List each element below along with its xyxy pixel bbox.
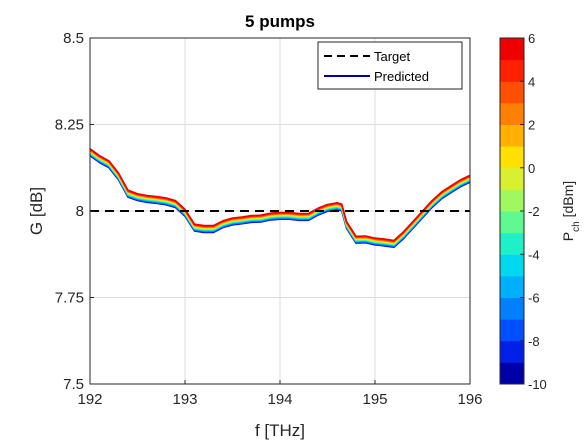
colorbar-segment bbox=[500, 319, 524, 342]
x-tick-label: 194 bbox=[267, 391, 292, 408]
colorbar-segment bbox=[500, 340, 524, 363]
colorbar-segment bbox=[500, 59, 524, 82]
x-tick-label: 192 bbox=[77, 391, 102, 408]
colorbar-segment bbox=[500, 189, 524, 212]
colorbar-segment bbox=[500, 146, 524, 169]
colorbar-tick-label: -10 bbox=[528, 377, 547, 392]
colorbar-tick-label: 4 bbox=[528, 74, 535, 89]
colorbar-segment bbox=[500, 81, 524, 104]
y-tick-label: 7.75 bbox=[55, 290, 84, 307]
colorbar-segment bbox=[500, 297, 524, 320]
y-tick-label: 8.5 bbox=[63, 30, 84, 47]
colorbar-tick-label: 0 bbox=[528, 161, 535, 176]
colorbar-segment bbox=[500, 362, 524, 385]
predicted-curve bbox=[89, 148, 471, 242]
colorbar-tick-label: -8 bbox=[528, 334, 540, 349]
y-tick-label: 8.25 bbox=[55, 117, 84, 134]
colorbar-segment bbox=[500, 232, 524, 255]
y-tick-label: 8 bbox=[76, 203, 84, 220]
colorbar-segment bbox=[500, 275, 524, 298]
colorbar-ticks: -10 -8 -6 -4 -2 0 2 4 6 bbox=[520, 31, 547, 392]
chart-title: 5 pumps bbox=[245, 12, 315, 31]
x-ticks: 192 193 194 195 196 bbox=[77, 380, 483, 408]
x-tick-label: 196 bbox=[457, 391, 482, 408]
colorbar-segment bbox=[500, 124, 524, 147]
legend-predicted-label: Predicted bbox=[374, 69, 429, 84]
colorbar-segment bbox=[500, 211, 524, 234]
x-tick-label: 195 bbox=[362, 391, 387, 408]
colorbar-label-unit: [dBm] bbox=[560, 181, 576, 221]
y-axis-label: G [dB] bbox=[27, 187, 46, 235]
x-tick-label: 193 bbox=[172, 391, 197, 408]
colorbar-tick-label: 2 bbox=[528, 118, 535, 133]
colorbar bbox=[500, 38, 524, 385]
legend-box bbox=[317, 41, 463, 90]
colorbar-segment bbox=[500, 167, 524, 190]
colorbar-label: Pch [dBm] bbox=[560, 181, 582, 241]
y-ticks: 7.5 7.75 8 8.25 8.5 bbox=[55, 30, 94, 393]
colorbar-tick-label: -2 bbox=[528, 204, 540, 219]
y-tick-label: 7.5 bbox=[63, 376, 84, 393]
colorbar-segment bbox=[500, 102, 524, 125]
legend: Target Predicted bbox=[317, 41, 463, 90]
colorbar-tick-label: 6 bbox=[528, 31, 535, 46]
x-axis-label: f [THz] bbox=[255, 421, 305, 440]
colorbar-tick-label: -6 bbox=[528, 291, 540, 306]
curves bbox=[89, 148, 471, 248]
colorbar-label-sub: ch bbox=[571, 221, 582, 232]
legend-target-label: Target bbox=[374, 49, 411, 64]
colorbar-tick-label: -4 bbox=[528, 247, 540, 262]
colorbar-segment bbox=[500, 38, 524, 61]
colorbar-label-main: P bbox=[560, 232, 576, 241]
colorbar-segment bbox=[500, 254, 524, 277]
